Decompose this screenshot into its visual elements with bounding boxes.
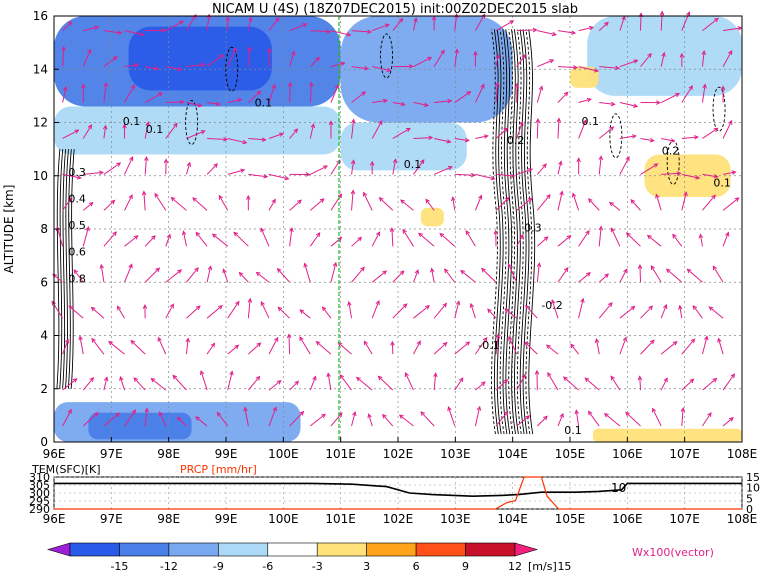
colorbar-swatch-1 [70, 543, 119, 556]
sfc-x-ticks: 96E 97E 98E 99E 100E 101E 102E 103E 104E 105E 106E… [43, 512, 758, 526]
sfc-x-tick-97E: 97E [100, 512, 123, 526]
sfc-x-tick-108E: 108E [727, 512, 758, 526]
x-tick-label-108E: 108E [727, 447, 758, 461]
right-series-label: PRCP [mm/hr] [180, 463, 257, 476]
colorbar-swatch-9 [466, 543, 515, 556]
x-tick-label-97E: 97E [100, 447, 123, 461]
contour-label-5: 0.1 [713, 176, 731, 189]
main-cross-section-panel: NICAM U (4S) (18Z07DEC2015) init:00Z02DE… [2, 2, 757, 461]
x-tick-label-100E: 100E [268, 447, 299, 461]
contour-label-6: 0.2 [507, 134, 525, 147]
shaded-region-1 [129, 27, 272, 91]
y-tick-label-12: 12 [33, 116, 48, 130]
colorbar-swatch-8 [416, 543, 465, 556]
vector-shaft [166, 102, 184, 103]
contour-label-14: 0.2 [662, 144, 680, 157]
colorbar-tick--9: -9 [213, 560, 224, 573]
colorbar-tick-12: 12 [508, 560, 522, 573]
sfc-x-tick-99E: 99E [215, 512, 238, 526]
sfc-x-tick-104E: 104E [497, 512, 528, 526]
y-tick-label-4: 4 [40, 329, 48, 343]
y-axis-label: ALTITUDE [km] [2, 185, 16, 274]
contour-label-1: 0.1 [146, 123, 164, 136]
x-tick-label-106E: 106E [612, 447, 643, 461]
colorbar-tick--6: -6 [262, 560, 273, 573]
contour-label-3: 0.1 [255, 97, 273, 110]
x-tick-label-99E: 99E [215, 447, 238, 461]
sfc-x-tick-100E: 100E [268, 512, 299, 526]
contour-label-12: -0.1 [478, 339, 499, 352]
x-tick-label-98E: 98E [157, 447, 180, 461]
colorbar-unit: [m/s] [528, 560, 557, 573]
x-tick-label-101E: 101E [325, 447, 356, 461]
sfc-x-tick-103E: 103E [440, 512, 471, 526]
vector-shaft [640, 265, 641, 282]
shaded-region-9 [421, 208, 444, 227]
colorbar-high-cap [515, 543, 537, 556]
colorbar-swatch-6 [317, 543, 366, 556]
contour-label-16: 0.1 [564, 424, 582, 437]
colorbar-swatch-3 [169, 543, 218, 556]
sfc-x-tick-96E: 96E [43, 512, 66, 526]
colorbar-tick--12: -12 [160, 560, 178, 573]
colorbar-tick-9: 9 [462, 560, 469, 573]
contour-label-11: 0.8 [68, 272, 86, 285]
sfc-annotation: 10 [611, 481, 626, 495]
vector-shaft [290, 83, 291, 103]
colorbar-low-cap [48, 543, 70, 556]
contour-label-9: 0.5 [68, 219, 86, 232]
contour-label-4: 0.1 [581, 115, 599, 128]
colorbar-tick-6: 6 [413, 560, 420, 573]
vector-shaft [289, 334, 290, 354]
colorbar-swatch-2 [119, 543, 168, 556]
colorbar-tick-3: 3 [363, 560, 370, 573]
x-tick-label-96E: 96E [43, 447, 66, 461]
x-tick-label-102E: 102E [383, 447, 414, 461]
colorbar: -15 -12 -9 -6 -3 3 6 9 12 15 [48, 543, 571, 573]
contour-label-8: 0.4 [68, 192, 86, 205]
sfc-x-tick-102E: 102E [383, 512, 414, 526]
y-tick-label-10: 10 [33, 169, 48, 183]
y-tick-label-16: 16 [33, 9, 48, 23]
vector-shaft [517, 30, 537, 31]
colorbar-swatch-5 [268, 543, 317, 556]
colorbar-tick--15: -15 [110, 560, 128, 573]
vector-scale-label: Wx100(vector) [632, 546, 714, 559]
colorbar-tick-15: 15 [557, 560, 571, 573]
contour-label-7: 0.3 [68, 166, 86, 179]
sfc-x-tick-105E: 105E [555, 512, 586, 526]
x-tick-label-103E: 103E [440, 447, 471, 461]
y-tick-label-0: 0 [40, 435, 48, 449]
x-tick-label-107E: 107E [669, 447, 700, 461]
contour-label-15: 0.3 [524, 222, 542, 235]
y-tick-label-8: 8 [40, 222, 48, 236]
y-tick-label-2: 2 [40, 382, 48, 396]
sfc-x-tick-101E: 101E [325, 512, 356, 526]
x-tick-label-105E: 105E [555, 447, 586, 461]
sfc-x-tick-106E: 106E [612, 512, 643, 526]
colorbar-swatch-4 [218, 543, 267, 556]
y-tick-label-6: 6 [40, 275, 48, 289]
surface-timeseries-panel: TEM(SFC)[K] PRCP [mm/hr] 310305300295290… [29, 463, 760, 526]
sfc-x-tick-98E: 98E [157, 512, 180, 526]
contour-label-0: 0.1 [123, 115, 141, 128]
shaded-region-11 [593, 429, 742, 442]
x-tick-label-104E: 104E [497, 447, 528, 461]
contour-label-2: 0.1 [404, 158, 422, 171]
vector-shaft [537, 119, 538, 138]
chart-title: NICAM U (4S) (18Z07DEC2015) init:00Z02DE… [212, 2, 578, 17]
sfc-x-tick-107E: 107E [669, 512, 700, 526]
contour-label-13: -0.2 [541, 299, 562, 312]
colorbar-swatch-7 [367, 543, 416, 556]
contour-label-10: 0.6 [68, 246, 86, 259]
y-tick-label-14: 14 [33, 62, 48, 76]
colorbar-tick--3: -3 [312, 560, 323, 573]
